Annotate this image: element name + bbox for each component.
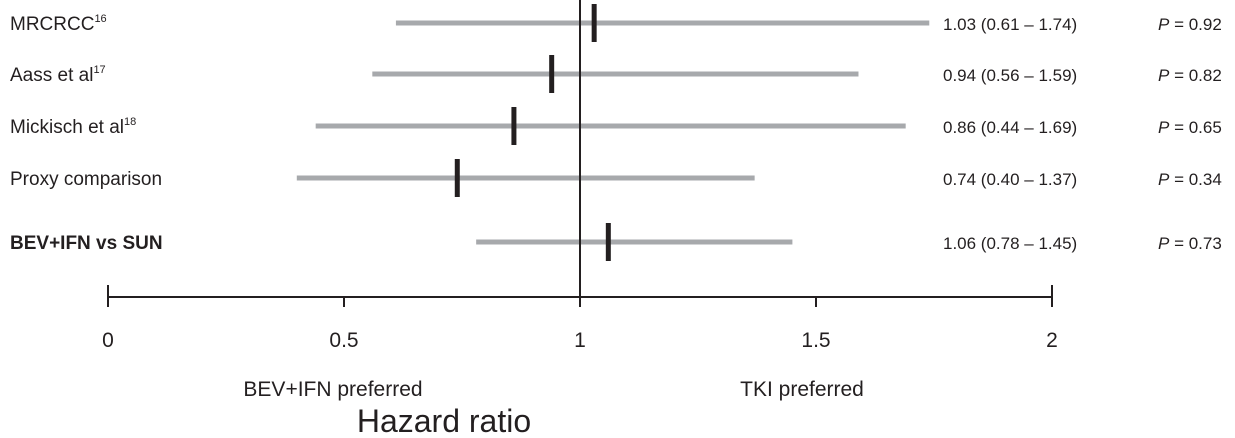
ci-text: 1.06 (0.78 – 1.45) [943,234,1077,253]
p-value-text: P = 0.73 [1158,234,1222,253]
x-tick-label: 1 [574,329,586,352]
study-label: Proxy comparison [10,169,162,190]
p-value: = 0.92 [1169,15,1221,34]
p-value-text: P = 0.34 [1158,170,1222,189]
ci-text: 1.03 (0.61 – 1.74) [943,15,1077,34]
study-name: Aass et al [10,65,93,86]
p-value: = 0.73 [1169,234,1221,253]
x-tick-label: 0.5 [329,329,358,352]
p-value-text: P = 0.65 [1158,118,1222,137]
x-axis: 0 0.5 1 1.5 2 [102,285,1058,352]
ci-text: 0.94 (0.56 – 1.59) [943,66,1077,85]
ci-text: 0.74 (0.40 – 1.37) [943,170,1077,189]
p-label: P [1158,234,1170,253]
study-reference: 17 [93,64,105,76]
direction-label-left: BEV+IFN preferred [243,378,422,401]
study-reference: 18 [124,116,136,128]
p-label: P [1158,118,1170,137]
study-label: MRCRCC16 [10,13,107,35]
p-label: P [1158,66,1170,85]
study-label: Aass et al17 [10,64,106,86]
estimate-markers-layer [454,4,611,261]
p-value-text: P = 0.82 [1158,66,1222,85]
p-value: = 0.82 [1169,66,1221,85]
ci-text: 0.86 (0.44 – 1.69) [943,118,1077,137]
study-name: MRCRCC [10,14,94,35]
row-labels-layer: MRCRCC16 1.03 (0.61 – 1.74) P = 0.92 Aass e… [10,13,1222,254]
study-name: Mickisch et al [10,117,124,138]
p-label: P [1158,170,1170,189]
x-tick-label: 2 [1046,329,1058,352]
ci-bars-layer [296,20,930,245]
study-name: Proxy comparison [10,169,162,190]
x-tick-label: 0 [102,329,114,352]
x-axis-title: Hazard ratio [357,403,531,438]
direction-label-right: TKI preferred [740,378,864,401]
study-reference: 16 [94,13,106,25]
x-tick-label: 1.5 [801,329,830,352]
p-value-text: P = 0.92 [1158,15,1222,34]
p-value: = 0.34 [1169,170,1221,189]
p-value: = 0.65 [1169,118,1221,137]
study-label: Mickisch et al18 [10,116,136,138]
p-label: P [1158,15,1170,34]
study-name: BEV+IFN vs SUN [10,233,163,254]
study-label: BEV+IFN vs SUN [10,233,163,254]
